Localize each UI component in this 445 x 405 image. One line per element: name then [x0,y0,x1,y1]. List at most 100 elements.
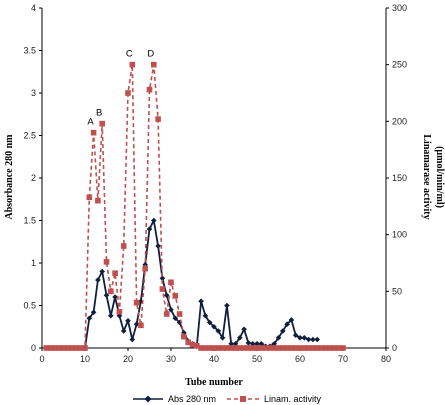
absorbance-point [211,323,217,330]
y-right-tick-label: 250 [392,60,407,70]
linamarase-point [133,299,140,306]
absorbance-point [258,340,265,347]
absorbance-point [103,292,110,299]
absorbance-point [271,340,277,347]
peak-label: A [87,117,94,128]
absorbance-point [198,298,204,305]
linamarase-point [176,311,183,317]
absorbance-point [228,340,234,347]
y-left-tick-label: 3 [31,88,36,98]
linamarase-point [206,345,213,351]
absorbance-point [99,268,105,275]
legend-abs-label: Abs 280 nm [168,394,216,404]
series-linamarase [43,61,346,351]
absorbance-point [280,328,286,334]
x-tick-label: 70 [338,354,348,364]
linamarase-point [249,345,256,351]
absorbance-point [215,328,222,334]
linamarase-point [125,90,131,96]
absorbance-point [90,309,97,316]
absorbance-point [314,336,320,343]
linamarase-point [335,345,342,351]
linamarase-point [224,345,230,351]
linamarase-point [120,243,127,249]
linamarase-point [241,345,247,351]
absorbance-point [163,292,170,299]
linamarase-point [138,322,144,329]
linamarase-point [168,279,174,286]
absorbance-point [129,336,136,343]
peak-annotations: AB C D [87,49,154,128]
y-right-tick-label: 200 [392,116,407,126]
linamarase-point [318,345,325,351]
linamarase-point [159,286,166,292]
linamarase-point [60,345,67,351]
absorbance-point [292,332,299,339]
linamarase-point [237,345,243,351]
y-left-tick-label: 2.5 [23,131,36,141]
linamarase-point [95,197,101,204]
linamarase-point [211,345,217,351]
linamarase-point [215,345,222,351]
linamarase-point [331,345,338,351]
legend-lin-marker [240,396,246,402]
y-left-tick-label: 2 [31,173,36,183]
linamarase-point [56,345,62,351]
absorbance-point [237,335,243,341]
absorbance-point [310,336,316,343]
absorbance-point [297,335,303,341]
linamarase-point [198,345,204,351]
linamarase-point [288,345,295,351]
linamarase-point [163,311,170,317]
absorbance-point [142,261,148,268]
y-axis-left-title: Absorbance 280 nm [4,134,15,220]
x-tick-label: 20 [123,354,133,364]
absorbance-point [112,294,118,300]
absorbance-point [172,315,179,322]
absorbance-point [254,340,260,347]
linamarase-point [194,342,200,349]
linamarase-point [90,129,97,136]
linamarase-line [46,64,343,349]
y-axis-right-title-line2: (µmol/min/ml) [434,146,445,208]
linamarase-point [103,259,110,265]
linamarase-point [181,333,187,340]
absorbance-point [125,318,131,324]
y-left-tick-label: 0 [31,343,36,353]
linamarase-point [245,345,252,351]
y-left-tick-label: 1 [31,258,36,268]
x-tick-label: 30 [166,354,176,364]
absorbance-point [108,312,114,319]
absorbance-point [206,319,213,326]
absorbance-point [86,315,93,322]
y-right-tick-label: 100 [392,230,407,240]
absorbance-point [301,335,308,341]
linamarase-point [151,61,157,68]
x-tick-label: 60 [295,354,305,364]
y-right-tick-label: 50 [392,286,402,296]
peak-label: D [147,49,154,60]
linamarase-point [43,345,50,351]
absorbance-point [168,306,174,313]
linamarase-point [310,345,316,351]
axes [39,7,389,351]
y-axis-right-title-line1: Linamarase activity [421,134,432,219]
absorbance-point [202,312,209,319]
linamarase-point [47,345,54,351]
linamarase-point [275,345,282,351]
tick-labels: 0 10 20 30 40 50 60 70 8000.511.522.533.54050100… [23,3,407,364]
x-tick-label: 0 [39,354,44,364]
absorbance-point [275,335,282,341]
y-left-tick-label: 4 [31,3,36,13]
linamarase-point [284,345,290,351]
y-right-tick-label: 150 [392,173,407,183]
linamarase-point [112,270,118,276]
legend-abs-marker [144,395,152,403]
linamarase-point [323,345,329,351]
absorbance-point [146,226,153,232]
series-abs-280 [43,217,320,351]
linamarase-point [280,345,286,351]
absorbance-point [219,335,226,341]
absorbance-point [284,321,290,327]
